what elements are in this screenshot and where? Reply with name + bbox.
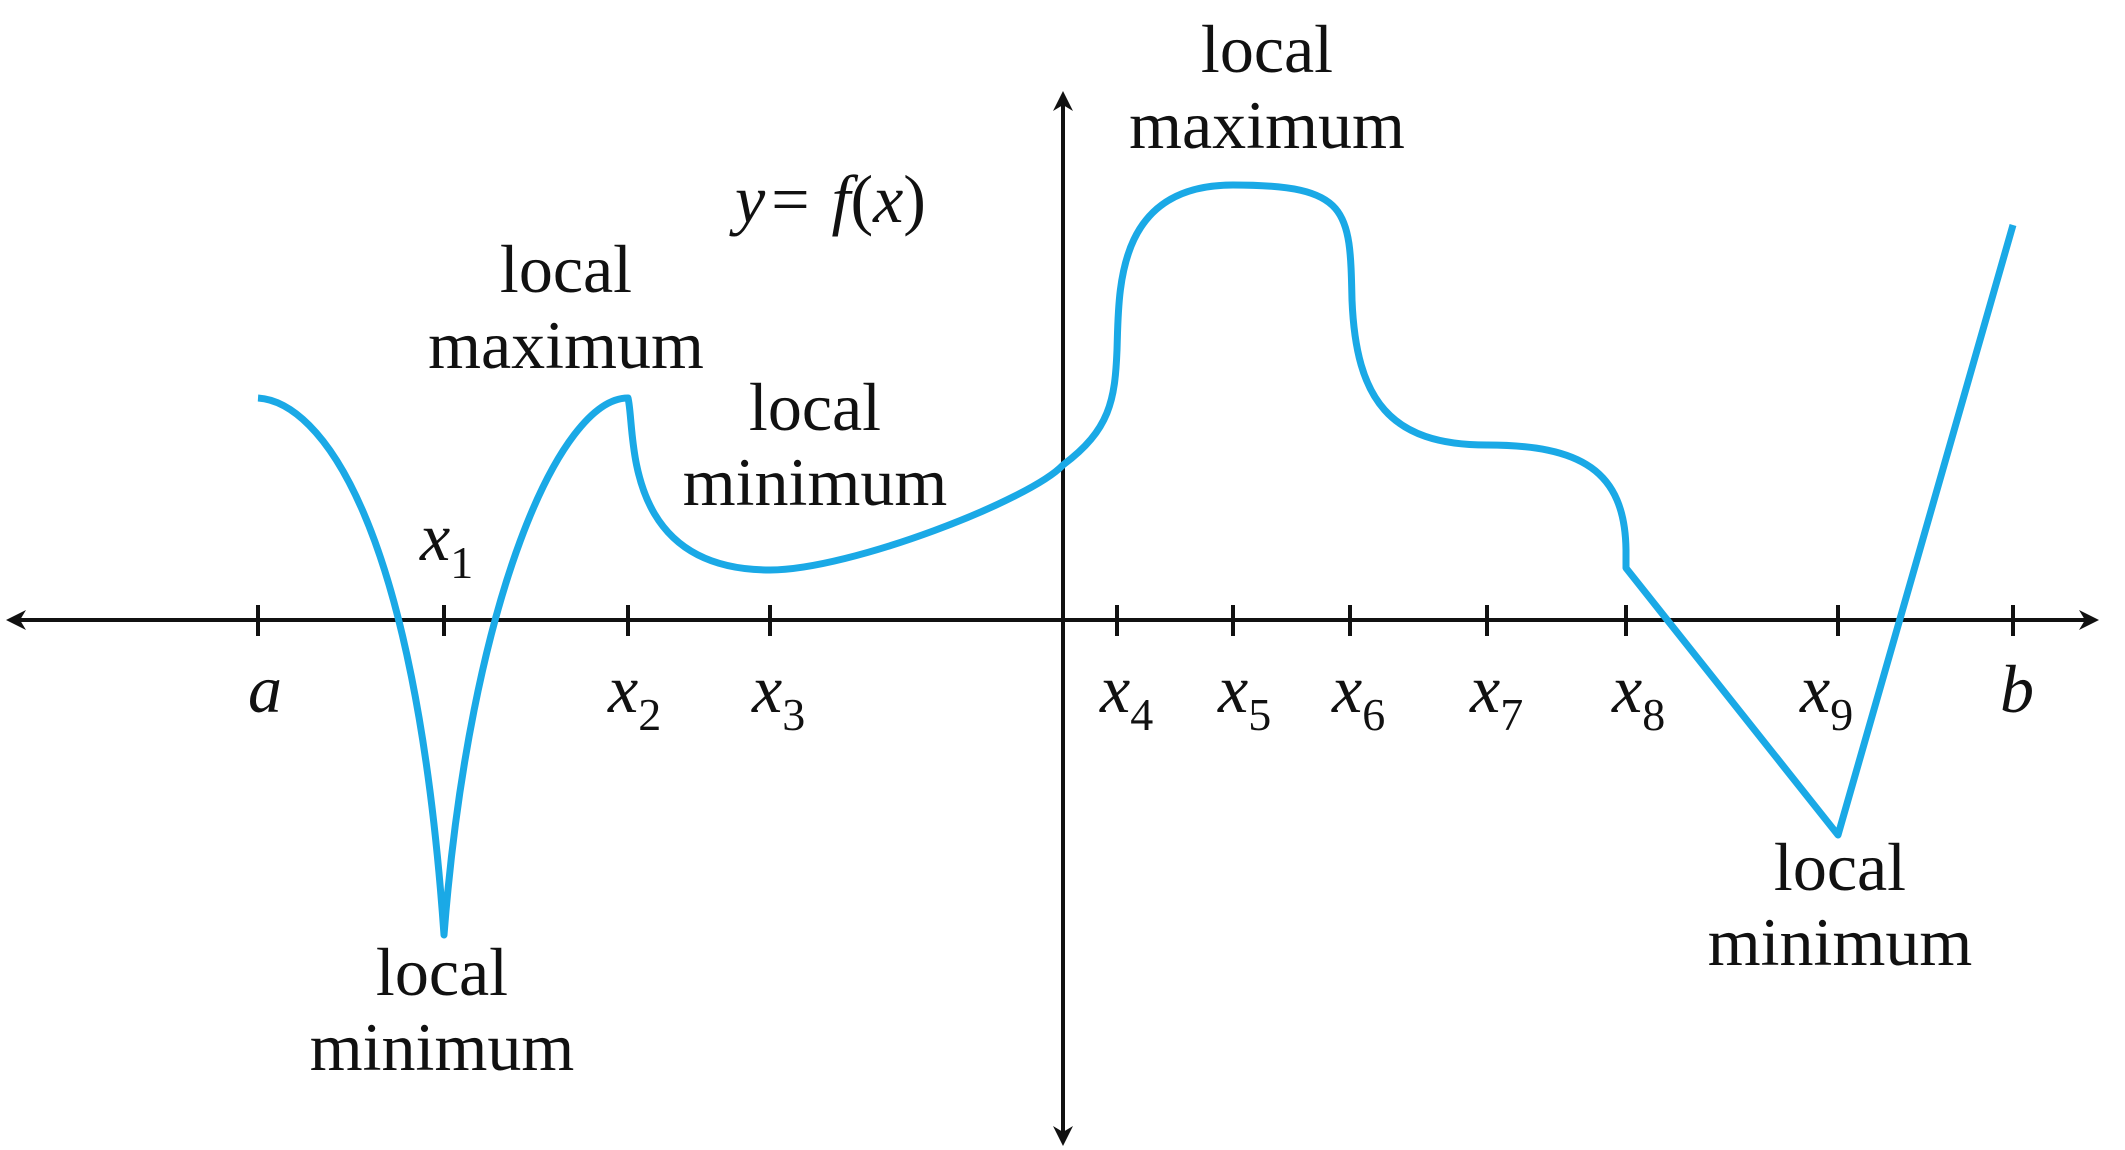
annotation-line2: minimum — [683, 444, 947, 520]
annotation-local-minimum-x9: local minimum — [1708, 829, 1972, 980]
annotation-line1: local — [376, 934, 508, 1010]
annotation-local-maximum-x5: local maximum — [1129, 11, 1405, 163]
annotation-line1: local — [1201, 11, 1333, 87]
tick-label-x5: x5 — [1217, 651, 1271, 740]
tick-label-x4: x4 — [1099, 651, 1153, 740]
annotation-line1: local — [749, 369, 881, 445]
tick-label-x9: x9 — [1799, 651, 1853, 740]
annotation-line2: maximum — [428, 307, 704, 383]
tick-label-x7: x7 — [1469, 651, 1523, 740]
annotation-local-minimum-x1: local minimum — [310, 934, 574, 1085]
annotation-line2: minimum — [310, 1009, 574, 1085]
annotation-line1: local — [500, 231, 632, 307]
tick-label-x6: x6 — [1331, 651, 1385, 740]
annotation-line2: minimum — [1708, 904, 1972, 980]
annotation-local-minimum-x3: local minimum — [683, 369, 947, 520]
tick-label-x1: x1 — [419, 499, 473, 588]
function-curve — [257, 181, 2017, 939]
annotation-line1: local — [1774, 829, 1906, 905]
tick-label-x3: x3 — [751, 651, 805, 740]
tick-label-a: a — [248, 651, 282, 727]
annotation-local-maximum-x2: local maximum — [428, 231, 704, 383]
function-label: y= f(x) — [729, 161, 926, 237]
tick-label-b: b — [2000, 651, 2034, 727]
tick-label-x8: x8 — [1611, 651, 1665, 740]
annotation-line2: maximum — [1129, 87, 1405, 163]
tick-label-x2: x2 — [607, 651, 661, 740]
